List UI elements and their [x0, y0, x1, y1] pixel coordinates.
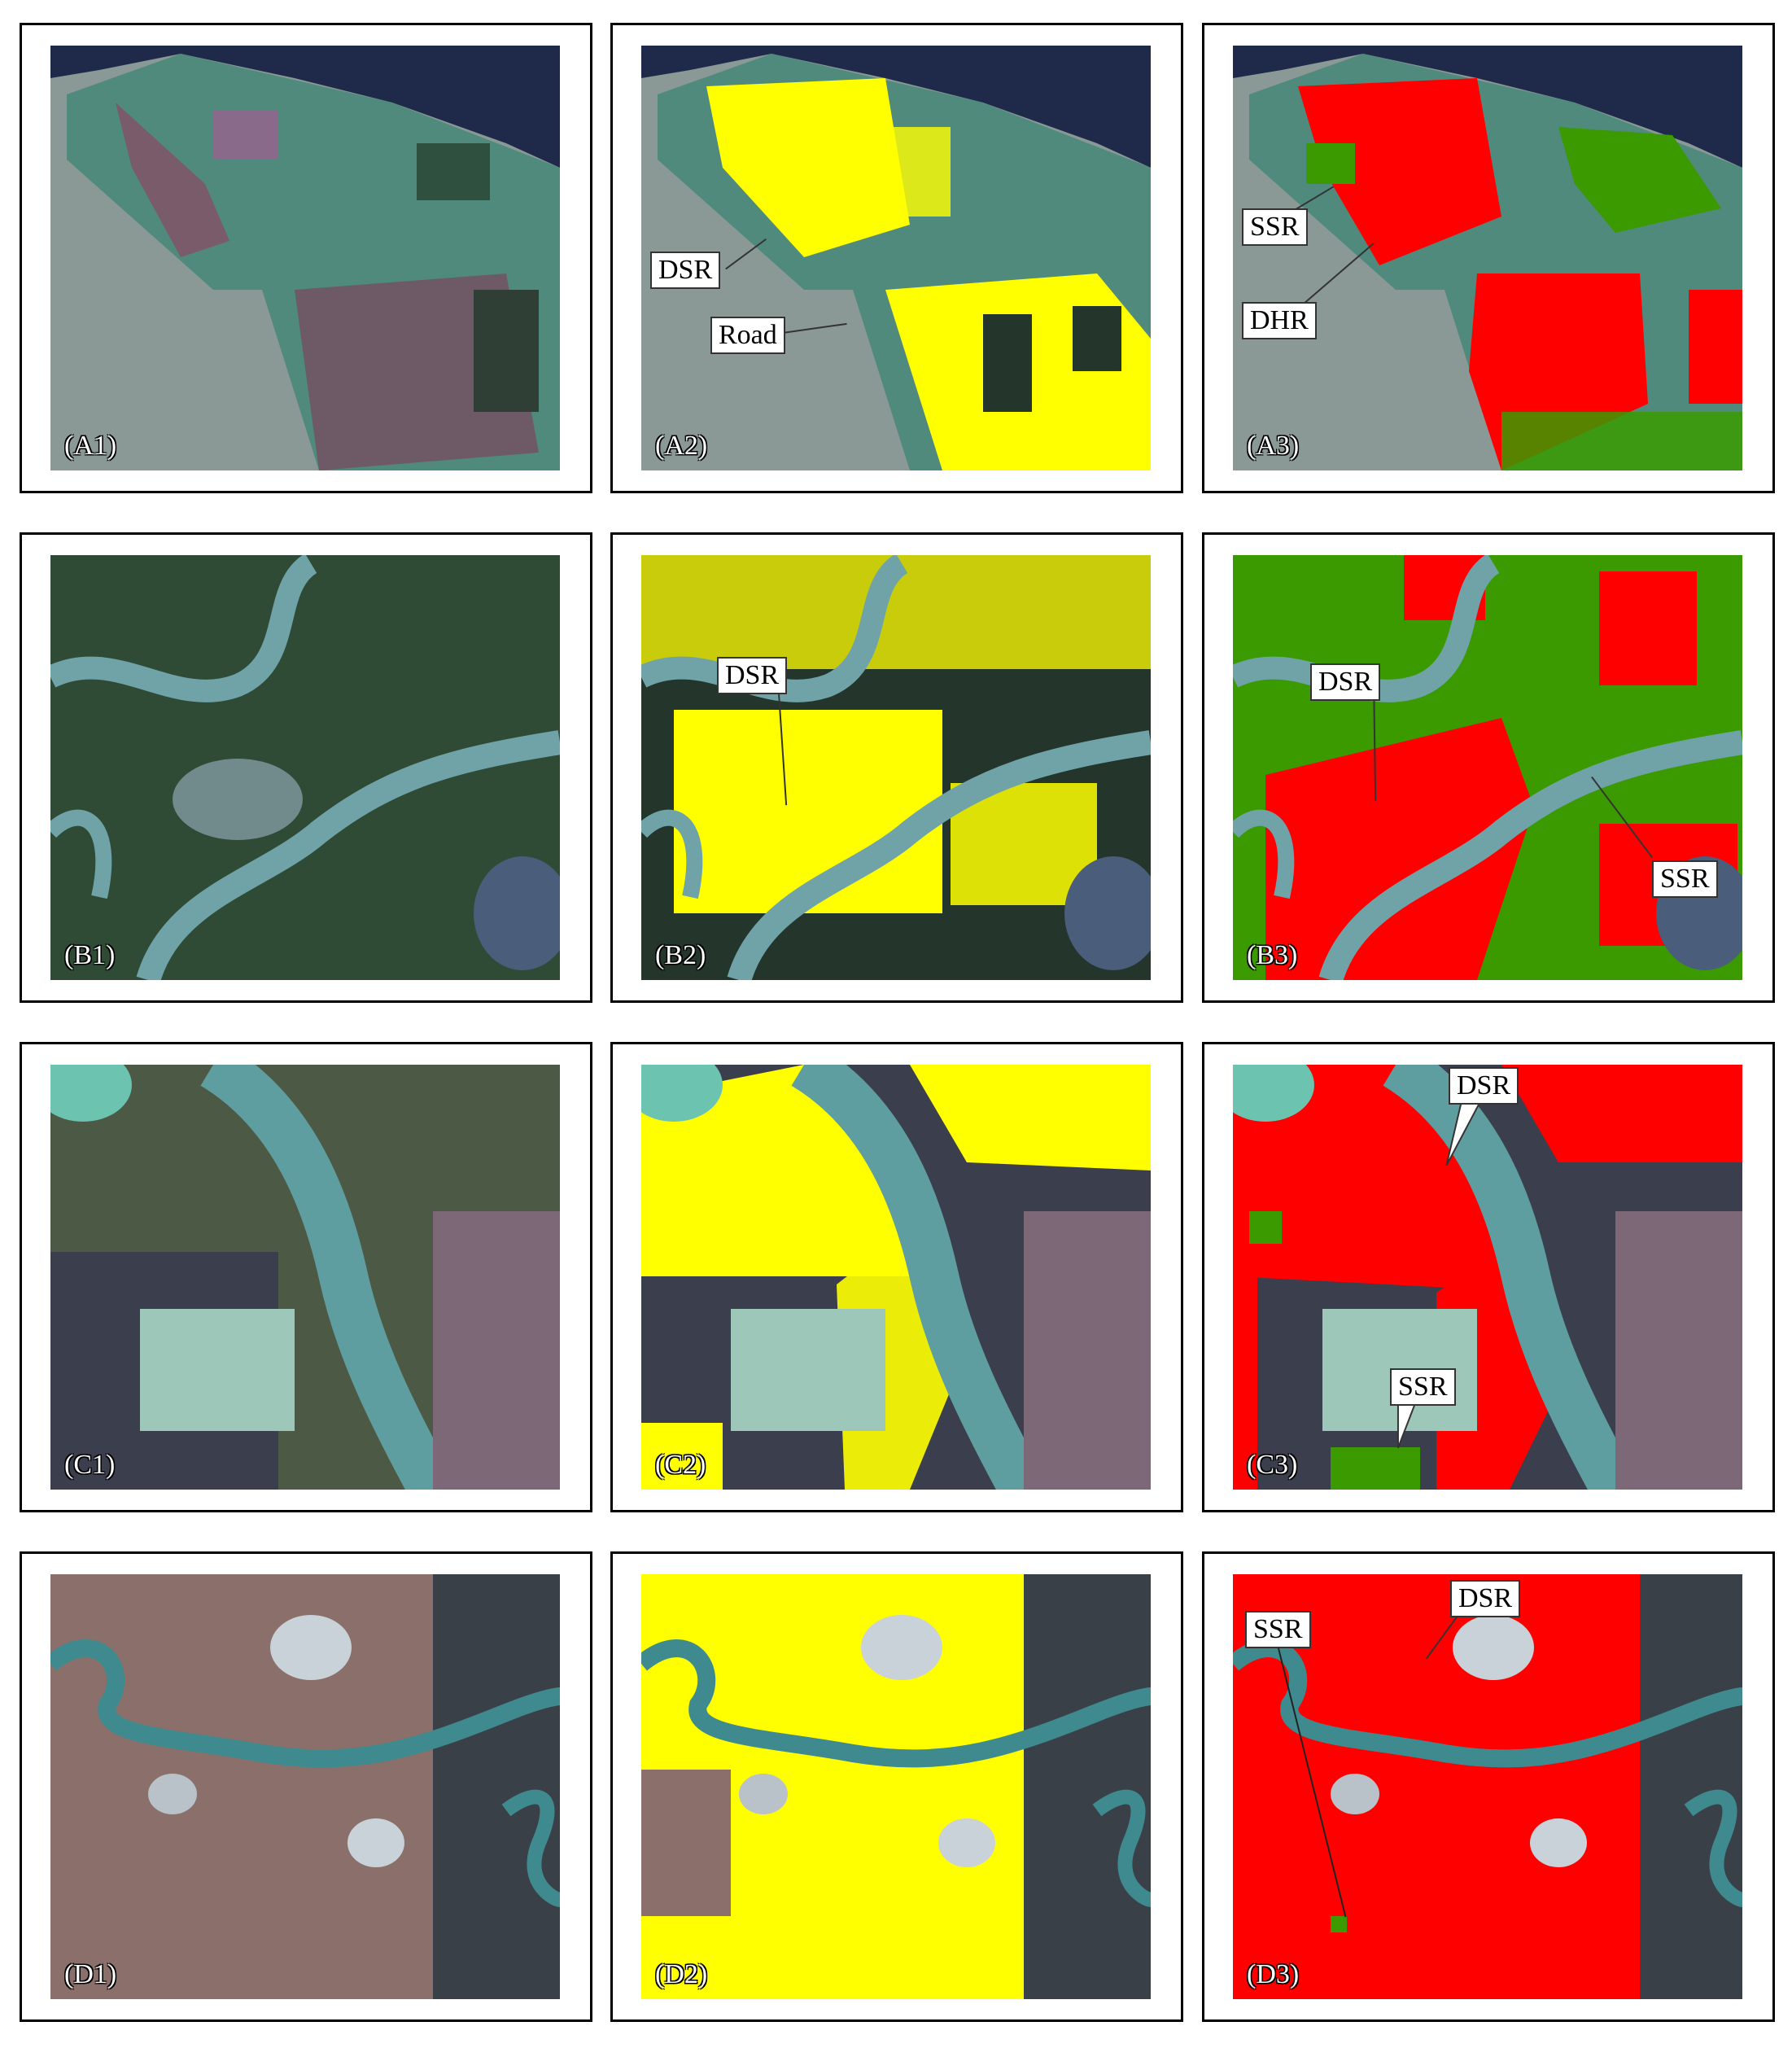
satellite-image-d1	[50, 1574, 560, 1999]
callout-dsr: DSR	[1310, 663, 1381, 701]
callout-road: Road	[710, 317, 785, 354]
classification-image-c3	[1233, 1065, 1742, 1490]
classification-image-a3	[1233, 46, 1742, 470]
panel-d3: DSR SSR (D3)	[1202, 1551, 1775, 2022]
satellite-image-c1	[50, 1065, 560, 1490]
panel-label: (D2)	[655, 1959, 708, 1989]
panel-c2: (C2)	[610, 1042, 1183, 1512]
callout-dsr: DSR	[650, 252, 721, 289]
callout-ssr: SSR	[1652, 860, 1718, 898]
rice-map-image-a2	[641, 46, 1151, 470]
panel-b2: DSR (B2)	[610, 532, 1183, 1003]
rice-map-image-c2	[641, 1065, 1151, 1490]
panel-label: (D3)	[1247, 1959, 1300, 1989]
satellite-image-a1	[50, 46, 560, 470]
panel-c1: (C1)	[20, 1042, 592, 1512]
panel-a2: DSR Road (A2)	[610, 23, 1183, 493]
panel-label: (C3)	[1247, 1450, 1298, 1480]
panel-label: (B1)	[64, 940, 116, 970]
panel-label: (C1)	[64, 1450, 116, 1480]
panel-d2: (D2)	[610, 1551, 1183, 2022]
panel-label: (A3)	[1247, 431, 1300, 461]
callout-dsr: DSR	[1449, 1067, 1519, 1105]
panel-label: (B3)	[1247, 940, 1298, 970]
panel-b3: DSR SSR (B3)	[1202, 532, 1775, 1003]
panel-label: (C2)	[655, 1450, 706, 1480]
panel-label: (A2)	[655, 431, 708, 461]
panel-label: (A1)	[64, 431, 117, 461]
panel-a3: SSR DHR (A3)	[1202, 23, 1775, 493]
classification-image-b3	[1233, 555, 1742, 980]
callout-ssr: SSR	[1242, 208, 1308, 246]
panel-label: (B2)	[655, 940, 706, 970]
callout-ssr: SSR	[1245, 1611, 1311, 1648]
satellite-image-b1	[50, 555, 560, 980]
panel-b1: (B1)	[20, 532, 592, 1003]
rice-map-image-d2	[641, 1574, 1151, 1999]
panel-a1: (A1)	[20, 23, 592, 493]
panel-c3: DSR SSR (C3)	[1202, 1042, 1775, 1512]
callout-dsr: DSR	[1450, 1580, 1521, 1617]
panel-d1: (D1)	[20, 1551, 592, 2022]
callout-ssr: SSR	[1390, 1368, 1456, 1406]
callout-dhr: DHR	[1242, 302, 1317, 339]
rice-map-image-b2	[641, 555, 1151, 980]
panel-label: (D1)	[64, 1959, 117, 1989]
callout-dsr: DSR	[717, 657, 788, 694]
